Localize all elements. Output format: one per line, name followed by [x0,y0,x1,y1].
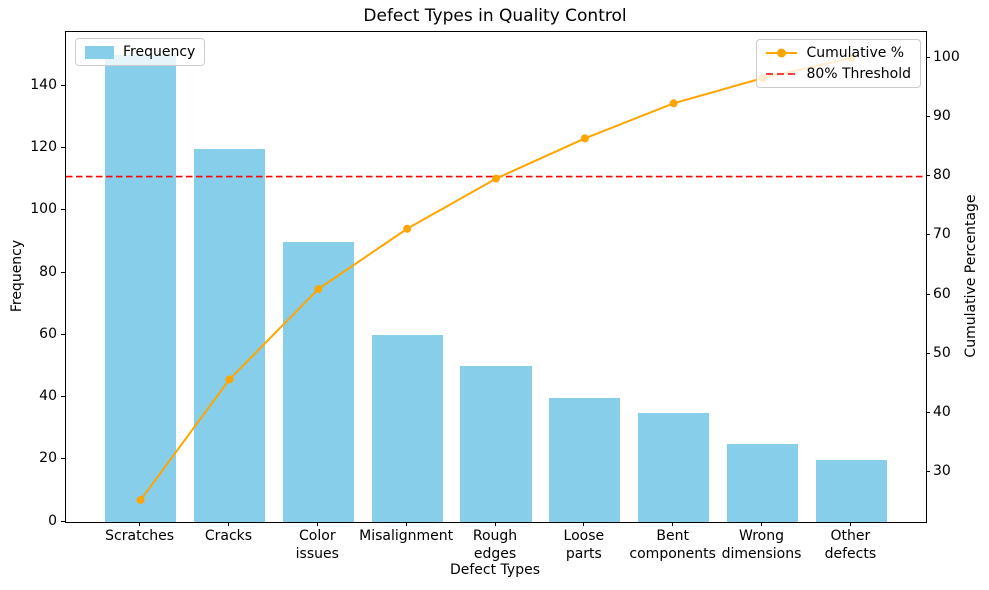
ytick-left-40: 40 [39,388,57,405]
legend-cumulative: Cumulative % 80% Threshold [756,39,921,88]
tick-mark [405,522,407,526]
tick-mark [926,115,930,117]
cumulative-marker-5 [580,134,589,143]
tick-mark [761,522,763,526]
ytick-right-90: 90 [933,107,951,124]
legend-frequency-label: Frequency [123,44,196,60]
legend-row-frequency: Frequency [85,44,195,60]
ytick-right-30: 30 [933,463,951,480]
ytick-left-100: 100 [30,201,57,218]
bar-5 [549,397,621,522]
ytick-left-60: 60 [39,325,57,342]
tick-mark [316,522,318,526]
tick-mark [926,293,930,295]
cumulative-marker-3 [403,224,412,233]
tick-mark [61,333,65,335]
ytick-right-40: 40 [933,404,951,421]
chart-title: Defect Types in Quality Control [363,6,627,26]
xtick-label-4: Rough edges [472,528,518,562]
tick-mark [849,522,851,526]
xtick-label-6: Bent components [629,528,716,562]
tick-mark [583,522,585,526]
xtick-label-0: Scratches [105,528,175,544]
cumulative-marker-6 [669,99,678,108]
tick-mark [494,522,496,526]
tick-mark [926,412,930,414]
frequency-swatch [85,45,114,59]
tick-mark [926,352,930,354]
tick-mark [926,56,930,58]
tick-mark [227,522,229,526]
ytick-right-60: 60 [933,285,951,302]
ytick-left-120: 120 [30,139,57,156]
legend-frequency: Frequency [75,38,206,66]
tick-mark [926,471,930,473]
bar-3 [371,335,443,522]
tick-mark [139,522,141,526]
legend-threshold-label: 80% Threshold [806,66,911,82]
threshold-line-sample-icon [766,73,798,75]
bar-6 [638,413,710,522]
xtick-label-2: Color issues [295,528,339,562]
plot-area [65,31,927,523]
cumulative-marker-4 [492,174,500,183]
legend-row-cumulative: Cumulative % [766,45,911,61]
y-axis-label-right: Cumulative Percentage [963,194,979,358]
tick-mark [61,396,65,398]
tick-mark [61,147,65,149]
xtick-label-7: Wrong dimensions [721,528,802,562]
bar-1 [193,148,265,522]
ytick-left-140: 140 [30,76,57,93]
tick-mark [61,271,65,273]
bar-7 [726,444,799,522]
bar-8 [815,459,887,522]
tick-mark [61,458,65,460]
cumulative-marker-2 [314,285,323,294]
xtick-label-1: Cracks [204,528,253,544]
legend-row-threshold: 80% Threshold [766,66,911,82]
line-overlay [66,54,926,504]
tick-mark [61,84,65,86]
ytick-left-80: 80 [39,263,57,280]
xtick-label-3: Misalignment [359,528,454,544]
tick-mark [61,520,65,522]
tick-mark [61,209,65,211]
ytick-right-70: 70 [933,226,951,243]
xtick-label-8: Other defects [824,528,877,562]
ytick-right-80: 80 [933,167,951,184]
x-axis-label: Defect Types [449,562,541,578]
cumulative-line [139,57,852,501]
tick-mark [926,234,930,236]
xtick-label-5: Loose parts [563,528,605,562]
ytick-left-20: 20 [39,450,57,467]
ytick-left-0: 0 [48,512,57,529]
tick-mark [926,175,930,177]
bar-4 [460,366,532,522]
ytick-right-50: 50 [933,344,951,361]
ytick-right-100: 100 [933,48,960,65]
tick-mark [672,522,674,526]
cumulative-marker-0 [136,495,145,504]
cumulative-line-sample-icon [766,48,798,58]
bar-0 [105,55,177,522]
legend-cumulative-label: Cumulative % [806,45,905,61]
cumulative-marker-1 [225,375,234,384]
